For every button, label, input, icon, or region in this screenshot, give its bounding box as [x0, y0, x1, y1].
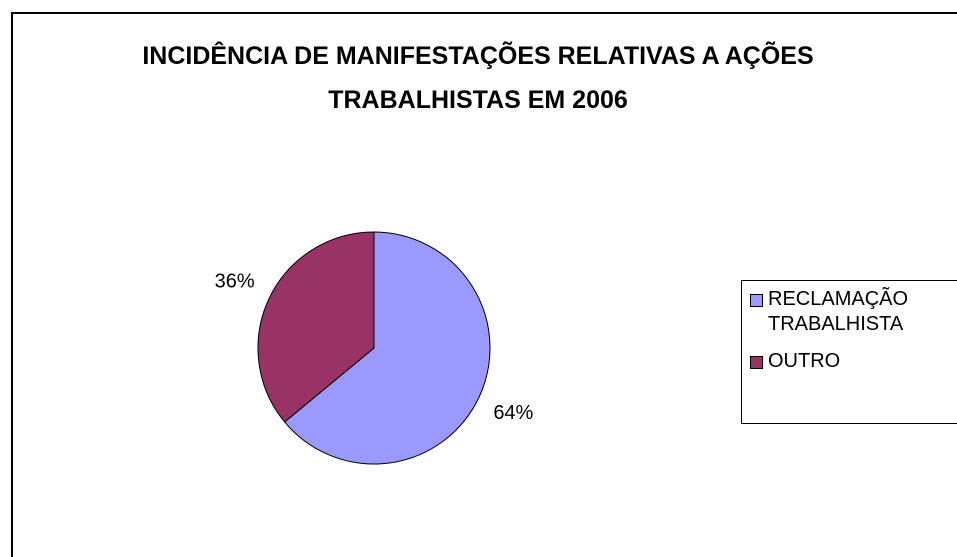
chart-frame — [11, 12, 957, 557]
chart-title: INCIDÊNCIA DE MANIFESTAÇÕES RELATIVAS A … — [142, 42, 814, 114]
legend-item: RECLAMAÇÃO TRABALHISTA — [750, 287, 957, 337]
legend-label: RECLAMAÇÃO TRABALHISTA — [768, 288, 909, 335]
legend-item: OUTRO — [750, 349, 957, 374]
legend-swatch — [750, 356, 763, 369]
pie-slice — [283, 231, 491, 465]
legend: RECLAMAÇÃO TRABALHISTA OUTRO — [741, 280, 957, 424]
legend-label: OUTRO — [768, 350, 841, 372]
data-label: 64% — [493, 402, 533, 424]
pie-slice — [257, 231, 375, 423]
data-label: 36% — [215, 271, 255, 293]
legend-swatch — [750, 294, 763, 307]
